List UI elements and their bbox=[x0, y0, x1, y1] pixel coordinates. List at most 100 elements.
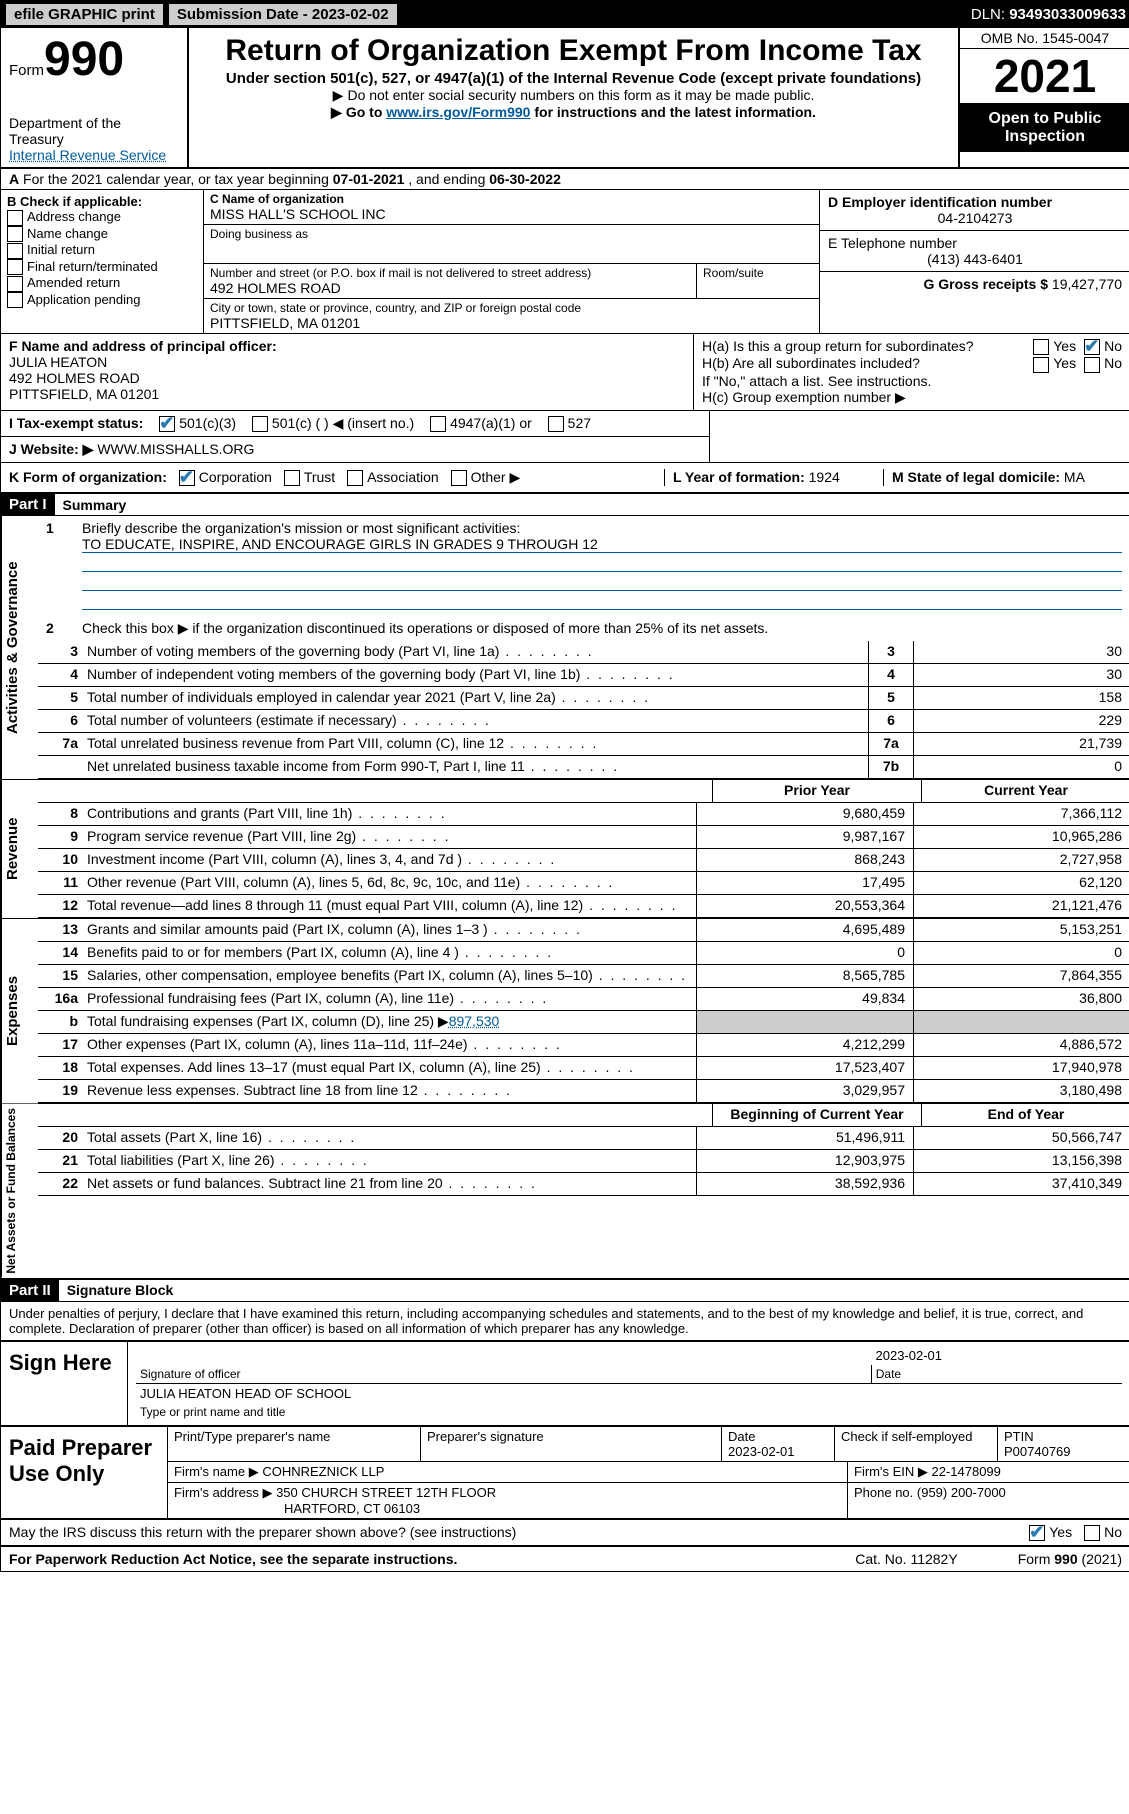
officer-name: JULIA HEATON bbox=[9, 354, 685, 370]
sign-here-label: Sign Here bbox=[1, 1342, 128, 1425]
hb-yes[interactable]: Yes bbox=[1033, 355, 1076, 372]
form-ref: Form 990 (2021) bbox=[1018, 1551, 1122, 1567]
line-desc: Other expenses (Part IX, column (A), lin… bbox=[83, 1034, 696, 1056]
line-num: 14 bbox=[38, 942, 83, 964]
firm-addr1: 350 CHURCH STREET 12TH FLOOR bbox=[276, 1485, 496, 1500]
prep-date-header: Date bbox=[728, 1429, 755, 1444]
line-a-mid: , and ending bbox=[404, 171, 489, 187]
city-value: PITTSFIELD, MA 01201 bbox=[210, 315, 813, 331]
ha-no[interactable]: No bbox=[1084, 338, 1122, 355]
line-desc: Other revenue (Part VIII, column (A), li… bbox=[83, 872, 696, 894]
data-line: 18 Total expenses. Add lines 13–17 (must… bbox=[38, 1057, 1129, 1080]
discuss-no[interactable]: No bbox=[1084, 1524, 1122, 1541]
line-num: 7a bbox=[38, 733, 83, 755]
dln-label: DLN: bbox=[971, 6, 1009, 23]
check-amended-return[interactable]: Amended return bbox=[7, 275, 197, 292]
check-initial-return[interactable]: Initial return bbox=[7, 242, 197, 259]
city-label: City or town, state or province, country… bbox=[210, 301, 813, 315]
discuss-yes[interactable]: Yes bbox=[1029, 1524, 1072, 1541]
data-line: 13 Grants and similar amounts paid (Part… bbox=[38, 919, 1129, 942]
prior-val: 4,695,489 bbox=[696, 919, 913, 941]
current-val: 4,886,572 bbox=[913, 1034, 1129, 1056]
check-label: Name change bbox=[27, 226, 108, 241]
dba-label: Doing business as bbox=[210, 227, 813, 241]
status-501c3[interactable]: 501(c)(3) bbox=[159, 415, 236, 431]
check-application-pending[interactable]: Application pending bbox=[7, 292, 197, 309]
opt-label: Other ▶ bbox=[471, 469, 521, 485]
gov-line: 5 Total number of individuals employed i… bbox=[38, 687, 1129, 710]
data-line: 11 Other revenue (Part VIII, column (A),… bbox=[38, 872, 1129, 895]
line-num: 10 bbox=[38, 849, 83, 871]
line-desc: Total assets (Part X, line 16) bbox=[83, 1127, 696, 1149]
line-num: 11 bbox=[38, 872, 83, 894]
line-1: 1 Briefly describe the organization's mi… bbox=[38, 516, 1129, 616]
data-line: 22 Net assets or fund balances. Subtract… bbox=[38, 1173, 1129, 1196]
status-527[interactable]: 527 bbox=[548, 415, 591, 431]
efile-print-button[interactable]: efile GRAPHIC print bbox=[5, 3, 164, 26]
part2-header: Part II bbox=[1, 1280, 59, 1301]
city-cell: City or town, state or province, country… bbox=[204, 299, 819, 333]
state-domicile: MA bbox=[1064, 469, 1085, 485]
section-f-h: F Name and address of principal officer:… bbox=[1, 334, 1129, 411]
form-number: Form990 bbox=[9, 32, 179, 87]
omb-number: OMB No. 1545-0047 bbox=[960, 28, 1129, 49]
tax-year: 2021 bbox=[960, 49, 1129, 104]
irs-link[interactable]: www.irs.gov/Form990 bbox=[386, 104, 530, 120]
gov-line: Net unrelated business taxable income fr… bbox=[38, 756, 1129, 779]
box-h: H(a) Is this a group return for subordin… bbox=[694, 334, 1129, 410]
current-val: 7,366,112 bbox=[913, 803, 1129, 825]
governance-section: Activities & Governance 1 Briefly descri… bbox=[1, 516, 1129, 780]
phone-label: E Telephone number bbox=[828, 235, 1122, 251]
line-klm: K Form of organization: Corporation Trus… bbox=[1, 463, 1129, 494]
line-desc: Number of independent voting members of … bbox=[83, 664, 868, 686]
hb-no[interactable]: No bbox=[1084, 355, 1122, 372]
ha-yes[interactable]: Yes bbox=[1033, 338, 1076, 355]
line-num: 20 bbox=[38, 1127, 83, 1149]
firm-addr-label: Firm's address ▶ bbox=[174, 1485, 272, 1500]
status-4947[interactable]: 4947(a)(1) or bbox=[430, 415, 532, 431]
officer-city: PITTSFIELD, MA 01201 bbox=[9, 386, 685, 402]
line-num: 22 bbox=[38, 1173, 83, 1195]
prior-val: 868,243 bbox=[696, 849, 913, 871]
room-label: Room/suite bbox=[703, 266, 813, 280]
prior-val: 17,495 bbox=[696, 872, 913, 894]
i-label: I Tax-exempt status: bbox=[9, 415, 143, 431]
tax-year-begin: 07-01-2021 bbox=[333, 171, 405, 187]
line-num: 21 bbox=[38, 1150, 83, 1172]
discuss-row: May the IRS discuss this return with the… bbox=[1, 1520, 1129, 1547]
part2-title-row: Part II Signature Block bbox=[1, 1280, 1129, 1302]
check-address-change[interactable]: Address change bbox=[7, 209, 197, 226]
org-other[interactable]: Other ▶ bbox=[451, 469, 521, 485]
line-num: 9 bbox=[38, 826, 83, 848]
check-final-return[interactable]: Final return/terminated bbox=[7, 259, 197, 276]
firm-phone: (959) 200-7000 bbox=[917, 1485, 1006, 1500]
org-association[interactable]: Association bbox=[347, 469, 439, 485]
line-desc: Total fundraising expenses (Part IX, col… bbox=[83, 1011, 696, 1033]
form-number-big: 990 bbox=[44, 33, 124, 86]
submission-date-label: Submission Date - bbox=[177, 6, 312, 23]
line-desc: Net assets or fund balances. Subtract li… bbox=[83, 1173, 696, 1195]
sign-here-block: Sign Here 2023-02-01 Signature of office… bbox=[1, 1340, 1129, 1427]
line-desc: Salaries, other compensation, employee b… bbox=[83, 965, 696, 987]
line-num: b bbox=[38, 1011, 83, 1033]
website-value[interactable]: WWW.MISSHALLS.ORG bbox=[97, 441, 254, 457]
box-b: B Check if applicable: Address change Na… bbox=[1, 190, 204, 333]
line-2-num: 2 bbox=[46, 620, 82, 637]
hb-text: H(b) Are all subordinates included? bbox=[702, 355, 1033, 372]
line-num: 5 bbox=[38, 687, 83, 709]
discuss-question: May the IRS discuss this return with the… bbox=[9, 1524, 1029, 1541]
line-num bbox=[38, 756, 83, 778]
officer-name-title: JULIA HEATON HEAD OF SCHOOL bbox=[136, 1384, 1122, 1403]
yes-label: Yes bbox=[1053, 355, 1076, 371]
form-note1: ▶Do not enter social security numbers on… bbox=[197, 87, 950, 104]
check-name-change[interactable]: Name change bbox=[7, 226, 197, 243]
line-desc: Total unrelated business revenue from Pa… bbox=[83, 733, 868, 755]
org-name-value: MISS HALL'S SCHOOL INC bbox=[210, 206, 813, 222]
status-501c[interactable]: 501(c) ( ) ◀ (insert no.) bbox=[252, 415, 414, 431]
org-trust[interactable]: Trust bbox=[284, 469, 335, 485]
self-employed-check[interactable]: Check if self-employed bbox=[835, 1427, 998, 1461]
org-corporation[interactable]: Corporation bbox=[179, 469, 272, 485]
submission-date-button[interactable]: Submission Date - 2023-02-02 bbox=[168, 3, 398, 26]
k-label: K Form of organization: bbox=[9, 469, 167, 485]
line-desc: Benefits paid to or for members (Part IX… bbox=[83, 942, 696, 964]
